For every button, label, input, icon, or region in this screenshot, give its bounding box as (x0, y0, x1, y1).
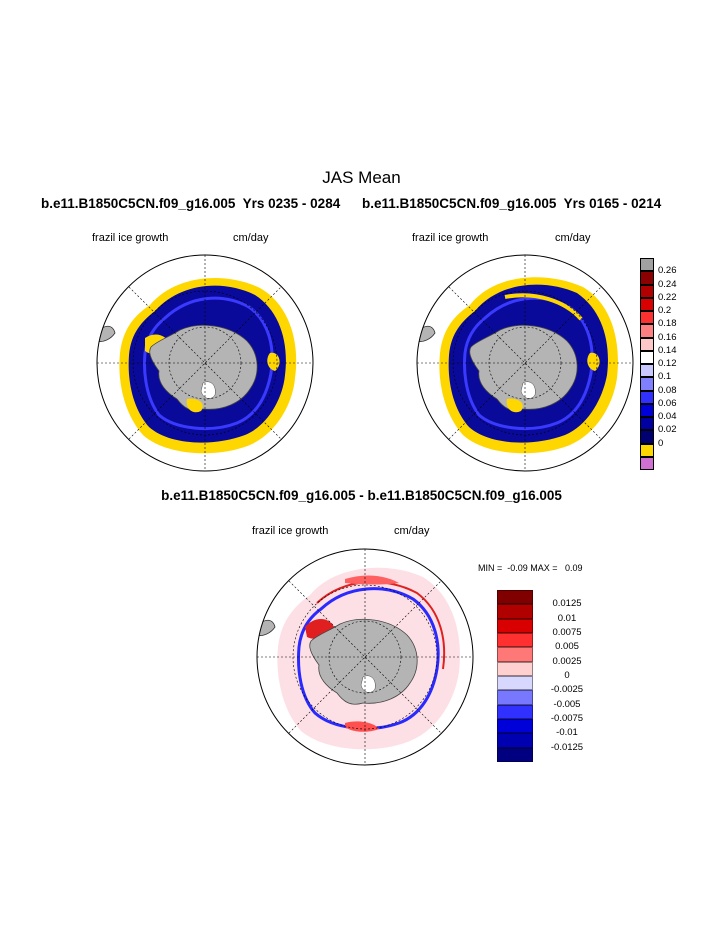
colorbar-label: -0.0125 (550, 741, 584, 753)
colorbar-swatch (497, 676, 533, 691)
ice-shelf (200, 381, 216, 399)
colorbar-swatch (640, 311, 654, 325)
diff-red-patch (345, 721, 379, 732)
top-colorbar (640, 258, 654, 470)
top-right-variable-label: frazil ice growth (412, 232, 489, 244)
colorbar-label: 0.08 (658, 384, 677, 396)
colorbar-swatch (640, 350, 654, 364)
colorbar-swatch (640, 390, 654, 404)
colorbar-label: -0.0075 (550, 713, 584, 724)
colorbar-label: 0.14 (658, 344, 677, 356)
colorbar-swatch (497, 647, 533, 662)
colorbar-label: 0.1 (658, 371, 672, 383)
page-title: JAS Mean (322, 168, 401, 187)
colorbar-label: 0.2 (658, 305, 672, 316)
colorbar-label: 0.12 (658, 358, 677, 369)
colorbar-swatch (497, 704, 533, 719)
top-left-variable-label: frazil ice growth (92, 232, 169, 244)
colorbar-label: 0.0075 (552, 627, 582, 638)
colorbar-label: -0.0025 (550, 684, 584, 696)
colorbar-label: 0.18 (658, 318, 677, 330)
colorbar-swatch (640, 324, 654, 338)
colorbar-label: 0.26 (658, 265, 677, 277)
graticule (257, 549, 473, 765)
diff-units-label: cm/day (394, 525, 430, 537)
colorbar-label: 0.22 (658, 291, 677, 303)
min-max-label: MIN = -0.09 MAX = 0.09 (478, 563, 583, 573)
colorbar-swatch (497, 590, 533, 605)
ice-shelf (360, 675, 376, 693)
graticule (417, 255, 633, 471)
colorbar-label: 0.02 (658, 424, 677, 436)
ice-shelf-yellow (186, 398, 203, 413)
top-right-units-label: cm/day (555, 232, 591, 244)
diff-case-label: b.e11.B1850C5CN.f09_g16.005 - b.e11.B185… (161, 488, 562, 503)
colorbar-label: 0 (658, 437, 664, 449)
colorbar-swatch (497, 604, 533, 619)
colorbar-label: 0.16 (658, 331, 677, 343)
colorbar-swatch (497, 633, 533, 648)
colorbar-swatch (640, 297, 654, 311)
colorbar-label: 0.01 (557, 612, 577, 624)
diff-polar-map (256, 548, 474, 766)
colorbar-swatch (640, 284, 654, 298)
colorbar-swatch (640, 364, 654, 378)
colorbar-label: 0.005 (555, 641, 579, 653)
colorbar-swatch (640, 377, 654, 391)
top-colorbar-labels: 0.26 0.24 0.22 0.2 0.18 0.16 0.14 0.12 0.1 0.08 0.… (658, 258, 708, 470)
colorbar-label: 0.04 (658, 411, 677, 422)
colorbar-swatch (497, 747, 533, 762)
diff-variable-label: frazil ice growth (252, 525, 329, 537)
colorbar-label: 0 (564, 670, 570, 681)
diff-red-patch (345, 575, 399, 585)
blue-inner-ring (143, 296, 274, 431)
top-left-units-label: cm/day (233, 232, 269, 244)
colorbar-label: 0.24 (658, 278, 677, 290)
diff-red-ring (316, 581, 446, 670)
graticule (97, 255, 313, 471)
colorbar-swatch (640, 430, 654, 444)
colorbar-swatch (640, 443, 654, 457)
colorbar-label: -0.005 (553, 698, 581, 710)
top-right-polar-map (416, 254, 634, 472)
colorbar-swatch (497, 733, 533, 748)
colorbar-label: 0.06 (658, 397, 677, 409)
ice-shelf-yellow (506, 398, 523, 413)
colorbar-swatch (497, 618, 533, 633)
colorbar-swatch (497, 661, 533, 676)
colorbar-swatch (640, 403, 654, 417)
colorbar-swatch (640, 271, 654, 285)
top-left-case-label: b.e11.B1850C5CN.f09_g16.005 Yrs 0235 - 0… (41, 196, 341, 211)
diff-colorbar (497, 590, 533, 762)
colorbar-label: 0.0025 (552, 655, 582, 667)
colorbar-label: -0.01 (556, 727, 578, 739)
colorbar-swatch (640, 337, 654, 351)
diff-blue-ring (297, 587, 440, 730)
colorbar-swatch (497, 690, 533, 705)
top-right-case-label: b.e11.B1850C5CN.f09_g16.005 Yrs 0165 - 0… (362, 196, 662, 211)
colorbar-swatch (640, 456, 654, 470)
colorbar-label: 0.0125 (552, 598, 582, 610)
top-left-polar-map (96, 254, 314, 472)
yellow-band (504, 293, 583, 321)
colorbar-swatch (640, 417, 654, 431)
diff-colorbar-labels: 0.0125 0.01 0.0075 0.005 0.0025 0 -0.0025 -0.00… (537, 590, 597, 762)
colorbar-swatch (640, 258, 654, 272)
ice-shelf (520, 381, 536, 399)
colorbar-swatch (497, 719, 533, 734)
